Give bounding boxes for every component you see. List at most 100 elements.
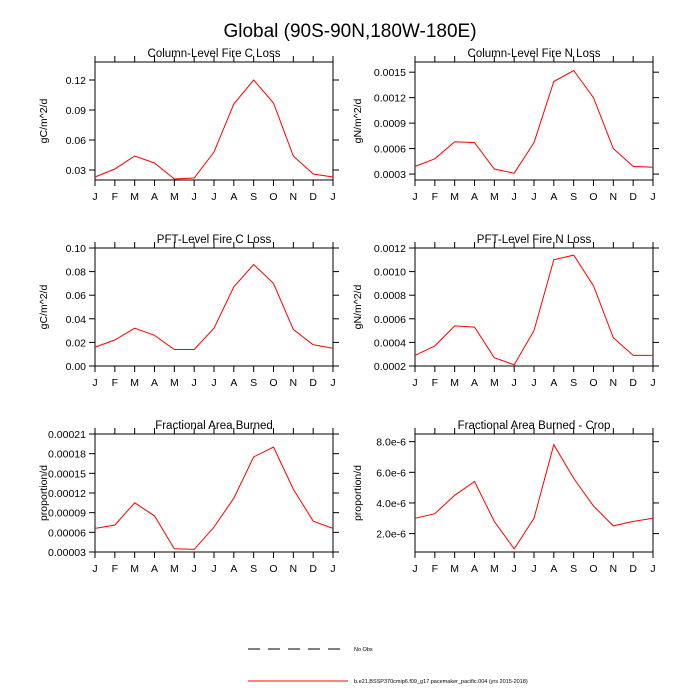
x-tick-label: J xyxy=(412,563,417,575)
x-tick-label: A xyxy=(550,191,557,203)
y-tick-label: 6.0e-6 xyxy=(376,467,406,479)
x-tick-label: J xyxy=(92,191,97,203)
plot-frame xyxy=(94,247,334,367)
x-tick-label: M xyxy=(170,377,179,389)
x-tick-label: A xyxy=(471,563,478,575)
x-tick-label: A xyxy=(230,191,237,203)
x-tick-label: A xyxy=(151,563,158,575)
x-tick-label: O xyxy=(589,563,597,575)
x-tick-label: S xyxy=(250,563,257,575)
legend-obs-label: No Obs xyxy=(354,647,373,653)
x-tick-label: J xyxy=(92,377,97,389)
y-axis-label: gC/m^2/d xyxy=(38,285,50,330)
x-tick-label: D xyxy=(629,377,637,389)
x-tick-label: J xyxy=(330,377,335,389)
x-tick-label: O xyxy=(269,377,277,389)
x-tick-label: S xyxy=(570,377,577,389)
chart-title: Column-Level Fire N Loss xyxy=(468,48,601,60)
x-tick-label: M xyxy=(490,377,499,389)
x-tick-label: M xyxy=(490,191,499,203)
x-tick-label: N xyxy=(610,377,618,389)
x-tick-label: J xyxy=(650,563,655,575)
plot-frame xyxy=(94,61,334,181)
series-line xyxy=(94,263,334,350)
x-tick-label: A xyxy=(230,377,237,389)
x-tick-label: A xyxy=(471,191,478,203)
x-tick-label: M xyxy=(450,377,459,389)
x-tick-label: N xyxy=(290,563,298,575)
legend: No Obs b.e21.BSSP370cmip6.f09_g17.pacema… xyxy=(248,647,528,685)
y-tick-label: 0.0006 xyxy=(374,314,406,326)
y-tick-label: 0.0012 xyxy=(374,93,406,105)
x-tick-label: D xyxy=(629,191,637,203)
series-line xyxy=(414,443,654,550)
x-tick-label: J xyxy=(192,377,197,389)
series-line xyxy=(414,254,653,366)
y-tick-label: 8.0e-6 xyxy=(376,437,406,449)
x-tick-label: M xyxy=(130,377,139,389)
x-tick-label: M xyxy=(450,191,459,203)
y-tick-label: 0.02 xyxy=(66,337,87,349)
x-tick-label: M xyxy=(130,563,139,575)
x-tick-label: A xyxy=(471,377,478,389)
y-tick-label: 0.12 xyxy=(66,75,87,87)
x-tick-label: S xyxy=(250,191,257,203)
y-tick-label: 0.00021 xyxy=(48,429,86,441)
y-tick-label: 0.0006 xyxy=(374,144,406,156)
y-tick-label: 0.0012 xyxy=(374,243,406,255)
x-tick-label: F xyxy=(432,563,438,575)
x-tick-label: J xyxy=(650,191,655,203)
x-tick-label: N xyxy=(610,191,618,203)
x-tick-label: S xyxy=(570,191,577,203)
x-tick-label: O xyxy=(589,191,597,203)
x-tick-label: A xyxy=(230,563,237,575)
x-tick-label: D xyxy=(629,563,637,575)
y-tick-label: 0.06 xyxy=(66,290,87,302)
x-tick-label: J xyxy=(531,377,536,389)
x-tick-label: M xyxy=(170,191,179,203)
x-tick-label: N xyxy=(610,563,618,575)
x-tick-label: J xyxy=(211,377,216,389)
y-tick-label: 2.0e-6 xyxy=(376,529,406,541)
y-tick-label: 0.00012 xyxy=(48,488,86,500)
x-tick-label: F xyxy=(112,377,118,389)
x-tick-label: S xyxy=(250,377,257,389)
x-tick-label: F xyxy=(432,191,438,203)
plot-frame xyxy=(94,433,334,553)
chart-title: Column-Level Fire C Loss xyxy=(148,48,281,60)
x-tick-label: O xyxy=(269,563,277,575)
y-tick-label: 0.0015 xyxy=(374,67,406,79)
x-tick-label: J xyxy=(92,563,97,575)
y-tick-label: 0.00009 xyxy=(48,508,86,520)
x-tick-label: M xyxy=(450,563,459,575)
y-axis-label: gN/m^2/d xyxy=(352,285,364,330)
x-tick-label: N xyxy=(290,191,298,203)
x-tick-label: A xyxy=(151,191,158,203)
x-tick-label: J xyxy=(512,377,517,389)
x-tick-label: A xyxy=(550,563,557,575)
y-tick-label: 0.0003 xyxy=(374,169,406,181)
x-tick-label: J xyxy=(330,563,335,575)
y-tick-label: 0.00003 xyxy=(48,547,86,559)
y-tick-label: 0.10 xyxy=(66,243,87,255)
series-line xyxy=(94,79,334,180)
series-line xyxy=(94,446,334,550)
x-tick-label: J xyxy=(412,377,417,389)
x-tick-label: F xyxy=(432,377,438,389)
y-tick-label: 0.06 xyxy=(66,135,87,147)
x-tick-label: O xyxy=(269,191,277,203)
y-axis-label: proportion/d xyxy=(38,465,50,521)
x-tick-label: F xyxy=(112,191,118,203)
chart-title: Fractional Area Burned - Crop xyxy=(458,420,611,432)
x-tick-label: M xyxy=(490,563,499,575)
x-tick-label: J xyxy=(512,563,517,575)
x-tick-label: J xyxy=(531,563,536,575)
y-tick-label: 0.0010 xyxy=(374,267,406,279)
x-tick-label: J xyxy=(531,191,536,203)
y-axis-label: proportion/d xyxy=(352,465,364,521)
